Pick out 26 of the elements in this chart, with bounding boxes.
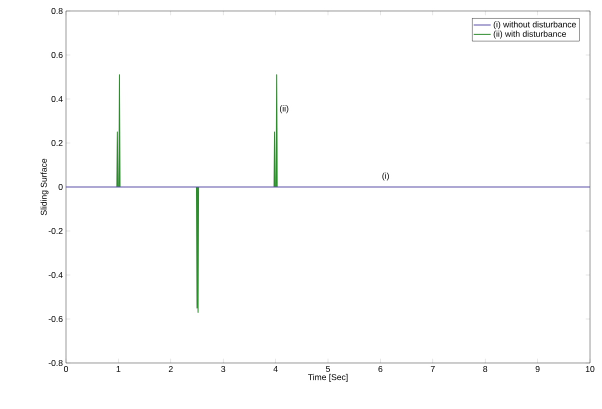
x-tick-label: 0 (64, 366, 68, 372)
y-tick-label: -0.8 (48, 360, 63, 366)
y-tick-label: -0.2 (48, 228, 63, 234)
annotation: (i) (382, 172, 389, 181)
x-tick-label: 9 (536, 366, 540, 372)
y-tick-label: -0.6 (48, 316, 63, 322)
y-tick-label: 0.4 (51, 96, 63, 102)
x-tick-label: 1 (116, 366, 120, 372)
x-tick-label: 5 (326, 366, 330, 372)
x-tick-label: 8 (483, 366, 488, 372)
x-tick-label: 4 (273, 366, 278, 372)
y-tick-label: 0.8 (51, 8, 63, 14)
y-tick-label: 0.2 (51, 140, 63, 146)
x-tick-label: 3 (221, 366, 226, 372)
x-tick-label: 10 (586, 366, 594, 372)
x-tick-label: 7 (430, 366, 435, 372)
y-tick-label: 0 (58, 184, 63, 190)
x-axis-title: Time [Sec] (308, 374, 348, 382)
y-axis-title: Sliding Surface (40, 158, 48, 216)
x-tick-label: 6 (378, 366, 382, 372)
legend-label: (i) without disturbance (494, 21, 576, 30)
y-tick-label: 0.6 (51, 52, 63, 58)
legend-label: (ii) with disturbance (494, 30, 566, 39)
annotation: (ii) (280, 105, 288, 114)
y-tick-label: -0.4 (48, 272, 63, 278)
x-tick-label: 2 (168, 366, 173, 372)
